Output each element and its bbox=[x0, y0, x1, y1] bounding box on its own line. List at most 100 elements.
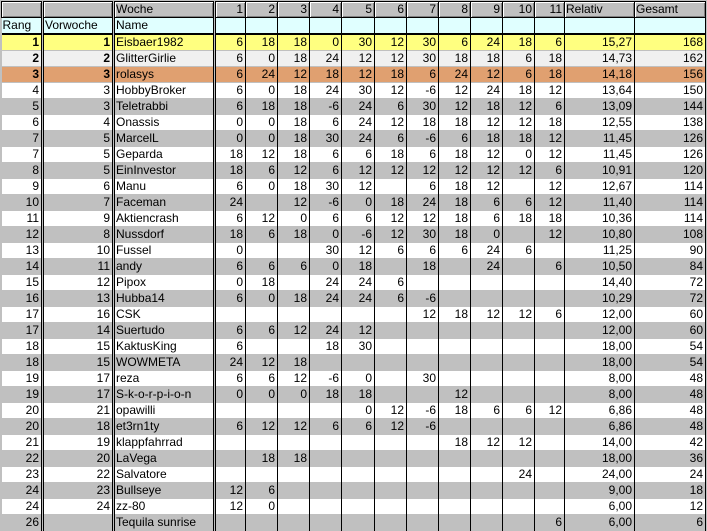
week-2-cell: 0 bbox=[245, 82, 278, 99]
table-row[interactable]: 17 14 Suertudo 6 6 12 24 12 12,00 60 bbox=[1, 322, 706, 339]
week-8-cell bbox=[438, 322, 471, 339]
name-cell: andy bbox=[113, 258, 216, 275]
gesamt-cell: 90 bbox=[634, 242, 706, 259]
header-vorwoche[interactable]: Vorwoche bbox=[42, 17, 115, 35]
table-row[interactable]: 24 24 zz-80 12 0 6,00 12 bbox=[1, 498, 706, 515]
rang-cell: 3 bbox=[1, 66, 44, 83]
week-3-cell: 12 bbox=[277, 162, 310, 179]
vorwoche-cell: 18 bbox=[42, 418, 115, 435]
vorwoche-cell: 6 bbox=[42, 178, 115, 195]
table-row[interactable]: 24 23 Bullseye 12 6 9,00 18 bbox=[1, 482, 706, 499]
week-8-cell bbox=[438, 450, 471, 467]
table-row[interactable]: 11 9 Aktiencrash 6 12 0 6 6 12 12 18 6 18 18 10,36 114 bbox=[1, 210, 706, 227]
week-9-cell bbox=[470, 514, 503, 531]
week-2-cell bbox=[245, 402, 278, 419]
week-4-cell: 6 bbox=[309, 146, 342, 163]
table-row[interactable]: 18 15 KaktusKing 6 18 30 18,00 54 bbox=[1, 338, 706, 355]
table-row[interactable]: 19 17 S-k-o-r-p-i-o-n 0 0 0 18 18 12 8,00 48 bbox=[1, 386, 706, 403]
gesamt-cell: 72 bbox=[634, 290, 706, 307]
week-2-cell: 12 bbox=[245, 354, 278, 371]
rang-cell: 6 bbox=[1, 114, 44, 131]
header-relativ[interactable]: Relativ bbox=[564, 1, 635, 18]
week-9-cell: 18 bbox=[470, 50, 503, 67]
table-row[interactable]: 7 5 MarcelL 0 0 18 30 24 6 -6 6 18 18 12 11,45 126 bbox=[1, 130, 706, 147]
table-row[interactable]: 12 8 Nussdorf 18 6 18 0 -6 12 30 18 0 12 10,80 108 bbox=[1, 226, 706, 243]
table-row[interactable]: 19 17 reza 6 6 12 -6 0 30 8,00 48 bbox=[1, 370, 706, 387]
week-2-cell bbox=[245, 338, 278, 355]
header-week-5[interactable]: 5 bbox=[341, 1, 375, 18]
table-row[interactable]: 4 3 HobbyBroker 6 0 18 24 30 12 -6 12 24 18 12 13,64 15… bbox=[1, 82, 706, 99]
gesamt-cell: 168 bbox=[634, 33, 706, 51]
table-row[interactable]: 20 18 et3rn1ty 6 12 12 6 6 12 -6 6,86 48 bbox=[1, 418, 706, 435]
header-week-2[interactable]: 2 bbox=[245, 1, 278, 18]
header-week-4[interactable]: 4 bbox=[309, 1, 342, 18]
table-row[interactable]: 7 5 Geparda 18 12 18 6 6 18 6 18 12 0 12 11,45 126 bbox=[1, 146, 706, 163]
name-cell: Tequila sunrise bbox=[113, 514, 216, 531]
week-4-cell: 6 bbox=[309, 162, 342, 179]
week-1-cell: 6 bbox=[214, 418, 246, 435]
table-row[interactable]: 22 20 LaVega 18 18 18,00 36 bbox=[1, 450, 706, 467]
week-8-cell: 6 bbox=[438, 242, 471, 259]
week-4-cell: 18 bbox=[309, 338, 342, 355]
week-10-cell bbox=[502, 322, 535, 339]
gesamt-cell: 162 bbox=[634, 50, 706, 67]
table-row[interactable]: 20 21 opawilli 0 12 -6 18 6 6 12 6,86 48 bbox=[1, 402, 706, 419]
table-row[interactable]: 1 1 Eisbaer1982 6 18 18 0 30 12 30 6 24 18 6 15,27 168 bbox=[1, 33, 706, 51]
gesamt-cell: 54 bbox=[634, 354, 706, 371]
table-row[interactable]: 16 13 Hubba14 6 0 18 24 24 6 -6 10,29 72 bbox=[1, 290, 706, 307]
header-week-3[interactable]: 3 bbox=[277, 1, 310, 18]
header-week-9[interactable]: 9 bbox=[470, 1, 503, 18]
week-2-cell: 6 bbox=[245, 322, 278, 339]
table-row[interactable]: 8 5 EinInvestor 18 6 12 6 12 12 12 12 12 12 6 10,91 120 bbox=[1, 162, 706, 179]
table-row[interactable]: 13 10 Fussel 0 30 12 6 6 6 24 6 11,25 90 bbox=[1, 242, 706, 259]
week-1-cell: 24 bbox=[214, 194, 246, 211]
week-10-cell: 12 bbox=[502, 98, 535, 115]
week-9-cell: 12 bbox=[470, 66, 503, 83]
week-6-cell: 12 bbox=[374, 162, 407, 179]
week-11-cell bbox=[534, 370, 565, 387]
rang-cell: 24 bbox=[1, 498, 44, 515]
table-row[interactable]: 2 2 GlitterGirlie 6 0 18 24 12 12 30 18 18 6 18 14,73 1… bbox=[1, 50, 706, 67]
header-woche[interactable]: Woche bbox=[113, 1, 216, 18]
header-week-1[interactable]: 1 bbox=[214, 1, 246, 18]
vorwoche-cell: 1 bbox=[42, 33, 115, 51]
header-name[interactable]: Name bbox=[113, 17, 216, 35]
table-row[interactable]: 18 15 WOWMETA 24 12 18 18,00 54 bbox=[1, 354, 706, 371]
week-6-cell: 6 bbox=[374, 290, 407, 307]
gesamt-cell: 42 bbox=[634, 434, 706, 451]
week-4-cell: 6 bbox=[309, 418, 342, 435]
relativ-cell: 12,00 bbox=[564, 306, 635, 323]
table-row[interactable]: 14 11 andy 6 6 6 0 18 18 24 6 10,50 84 bbox=[1, 258, 706, 275]
table-row[interactable]: 5 3 Teletrabbi 6 18 18 -6 24 6 30 12 18 12 6 13,09 144 bbox=[1, 98, 706, 115]
relativ-cell: 6,86 bbox=[564, 418, 635, 435]
relativ-cell: 8,00 bbox=[564, 370, 635, 387]
week-9-cell: 0 bbox=[470, 226, 503, 243]
table-row[interactable]: 23 22 Salvatore 24 24,00 24 bbox=[1, 466, 706, 483]
week-11-cell bbox=[534, 338, 565, 355]
name-cell: Nussdorf bbox=[113, 226, 216, 243]
header-week-10[interactable]: 10 bbox=[502, 1, 535, 18]
table-row[interactable]: 9 6 Manu 6 0 18 30 12 6 18 12 12 12,67 114 bbox=[1, 178, 706, 195]
header-week-8[interactable]: 8 bbox=[438, 1, 471, 18]
table-row[interactable]: 6 4 Onassis 0 0 18 6 24 12 18 18 12 12 18 12,55 138 bbox=[1, 114, 706, 131]
header-week-7[interactable]: 7 bbox=[406, 1, 439, 18]
week-3-cell: 18 bbox=[277, 130, 310, 147]
week-10-cell: 6 bbox=[502, 66, 535, 83]
table-row[interactable]: 15 12 Pipox 0 18 24 24 6 14,40 72 bbox=[1, 274, 706, 291]
week-7-cell: 30 bbox=[406, 50, 439, 67]
week-7-cell: -6 bbox=[406, 418, 439, 435]
table-row[interactable]: 17 16 CSK 12 18 12 12 6 12,00 60 bbox=[1, 306, 706, 323]
week-11-cell bbox=[534, 482, 565, 499]
header-rang[interactable]: Rang bbox=[1, 17, 44, 35]
table-row[interactable]: 3 3 rolasys 6 24 12 18 12 18 6 24 12 6 18 14,18 156 bbox=[1, 66, 706, 83]
week-10-cell bbox=[502, 178, 535, 195]
table-row[interactable]: 21 19 klappfahrrad 18 12 12 14,00 42 bbox=[1, 434, 706, 451]
table-row[interactable]: 26 Tequila sunrise 6 6,00 6 bbox=[1, 514, 706, 531]
name-cell: Teletrabbi bbox=[113, 98, 216, 115]
week-9-cell bbox=[470, 498, 503, 515]
header-gesamt[interactable]: Gesamt bbox=[634, 1, 706, 18]
header-week-11[interactable]: 11 bbox=[534, 1, 565, 18]
table-row[interactable]: 10 7 Faceman 24 12 -6 0 18 24 18 6 6 12 11,40 114 bbox=[1, 194, 706, 211]
relativ-cell: 14,00 bbox=[564, 434, 635, 451]
header-week-6[interactable]: 6 bbox=[374, 1, 407, 18]
